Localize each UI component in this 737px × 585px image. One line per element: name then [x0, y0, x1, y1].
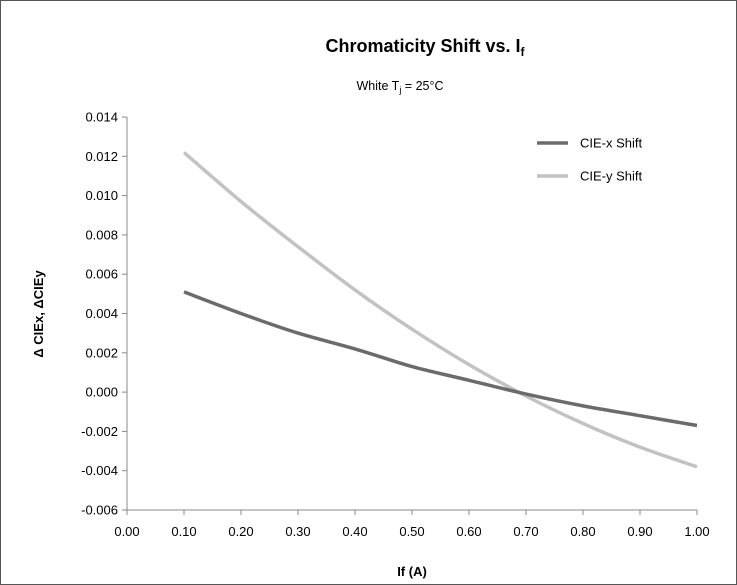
x-tick-label: 0.60 [456, 524, 481, 539]
y-tick-label: 0.010 [85, 188, 118, 203]
x-axis-label: If (A) [397, 564, 427, 579]
x-tick-label: 0.70 [513, 524, 538, 539]
y-ticks: 0.014 0.012 0.010 0.008 0.006 0.004 0.002 0.000… [81, 110, 127, 518]
x-tick-label: 0.10 [171, 524, 196, 539]
x-ticks: 0.00 0.10 0.20 0.30 0.40 0.50 0.60 0.70 0.80 0.90… [114, 510, 710, 539]
x-tick-label: 0.30 [285, 524, 310, 539]
legend: CIE-x Shift CIE-y Shift [537, 136, 643, 184]
x-tick-label: 0.80 [570, 524, 595, 539]
x-tick-label: 0.40 [342, 524, 367, 539]
x-tick-label: 1.00 [684, 524, 709, 539]
x-tick-label: 0.00 [114, 524, 139, 539]
y-tick-label: 0.008 [85, 227, 118, 242]
y-tick-label: 0.012 [85, 149, 118, 164]
series-lines [182, 151, 698, 469]
y-tick-label: 0.000 [85, 385, 118, 400]
x-tick-label: 0.90 [627, 524, 652, 539]
chart-title: Chromaticity Shift vs. If [325, 36, 525, 59]
y-tick-label: 0.006 [85, 267, 118, 282]
legend-label: CIE-x Shift [580, 136, 643, 151]
y-tick-label: 0.004 [85, 306, 118, 321]
chart-subtitle: White Tj = 25°C [356, 79, 443, 95]
y-tick-label: -0.006 [81, 503, 118, 518]
series-line-cie-y-shift [182, 151, 698, 469]
series-line-cie-x-shift [183, 290, 698, 428]
y-tick-label: 0.002 [85, 345, 118, 360]
y-tick-label: -0.002 [81, 424, 118, 439]
legend-label: CIE-y Shift [580, 169, 643, 184]
x-tick-label: 0.50 [399, 524, 424, 539]
y-tick-label: 0.014 [85, 110, 118, 125]
y-tick-label: -0.004 [81, 463, 118, 478]
y-axis-label: Δ CIEx, ΔCIEy [31, 270, 46, 358]
x-tick-label: 0.20 [228, 524, 253, 539]
